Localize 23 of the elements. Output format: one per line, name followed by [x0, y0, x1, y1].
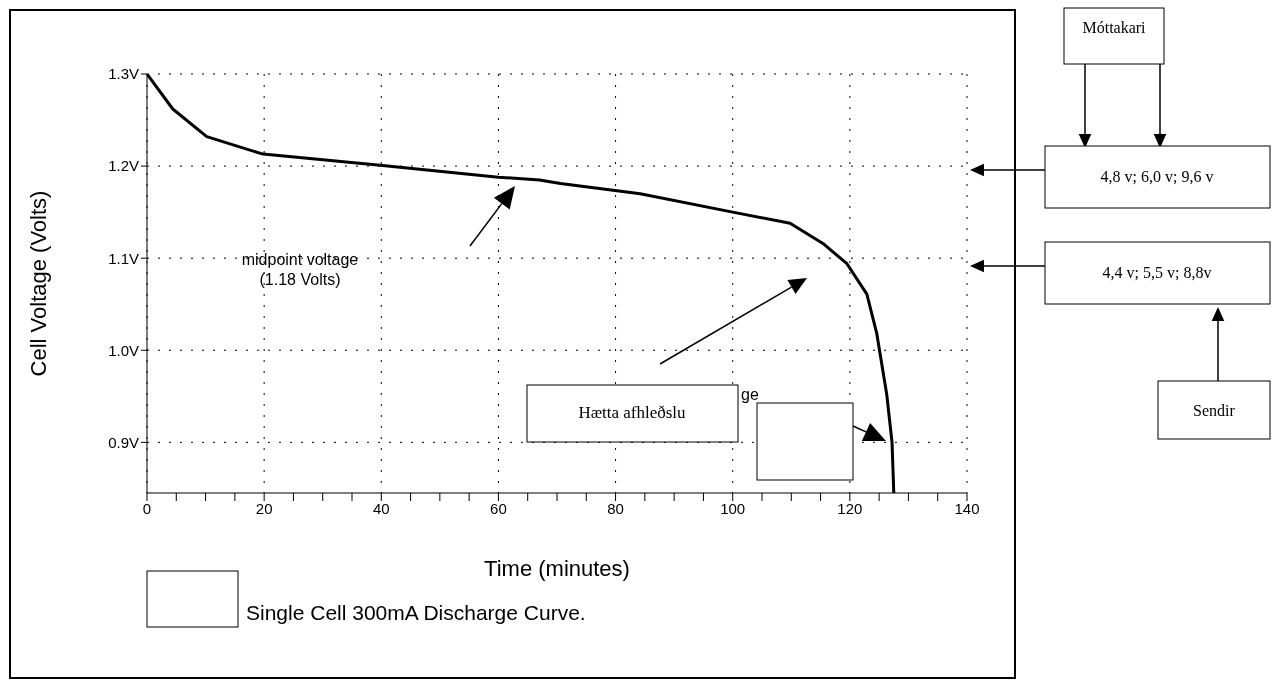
x-tick-label: 20: [255, 499, 273, 517]
x-tick-label: 120: [837, 499, 863, 517]
x-tick-label: 80: [607, 499, 624, 517]
y-tick-label: 1.0V: [108, 341, 139, 359]
text: Sendir: [1193, 402, 1236, 419]
annotation: ge: [741, 386, 759, 403]
y-axis-title: Cell Voltage (Volts): [26, 190, 51, 377]
y-tick-label: 1.1V: [108, 249, 139, 267]
x-tick-label: 0: [142, 499, 152, 517]
text: Single Cell 300mA Discharge Curve.: [246, 601, 586, 624]
annotation: midpoint voltage (1.18 Volts): [241, 251, 359, 288]
annotation: Hætta afhleðslu: [578, 403, 687, 422]
text: 4,4 v; 5,5 v; 8,8v: [1102, 264, 1212, 281]
y-tick-label: 0.9V: [108, 433, 139, 451]
x-axis-title: Time (minutes): [484, 556, 630, 581]
y-tick-label: 1.3V: [108, 65, 139, 83]
x-tick-label: 60: [490, 499, 507, 517]
text: 4,8 v; 6,0 v; 9,6 v: [1100, 168, 1214, 185]
x-tick-label: 100: [720, 499, 746, 517]
x-tick-label: 140: [954, 499, 980, 517]
text: Móttakari: [1082, 19, 1147, 36]
y-tick-label: 1.2V: [108, 157, 139, 175]
x-tick-label: 40: [372, 499, 390, 517]
